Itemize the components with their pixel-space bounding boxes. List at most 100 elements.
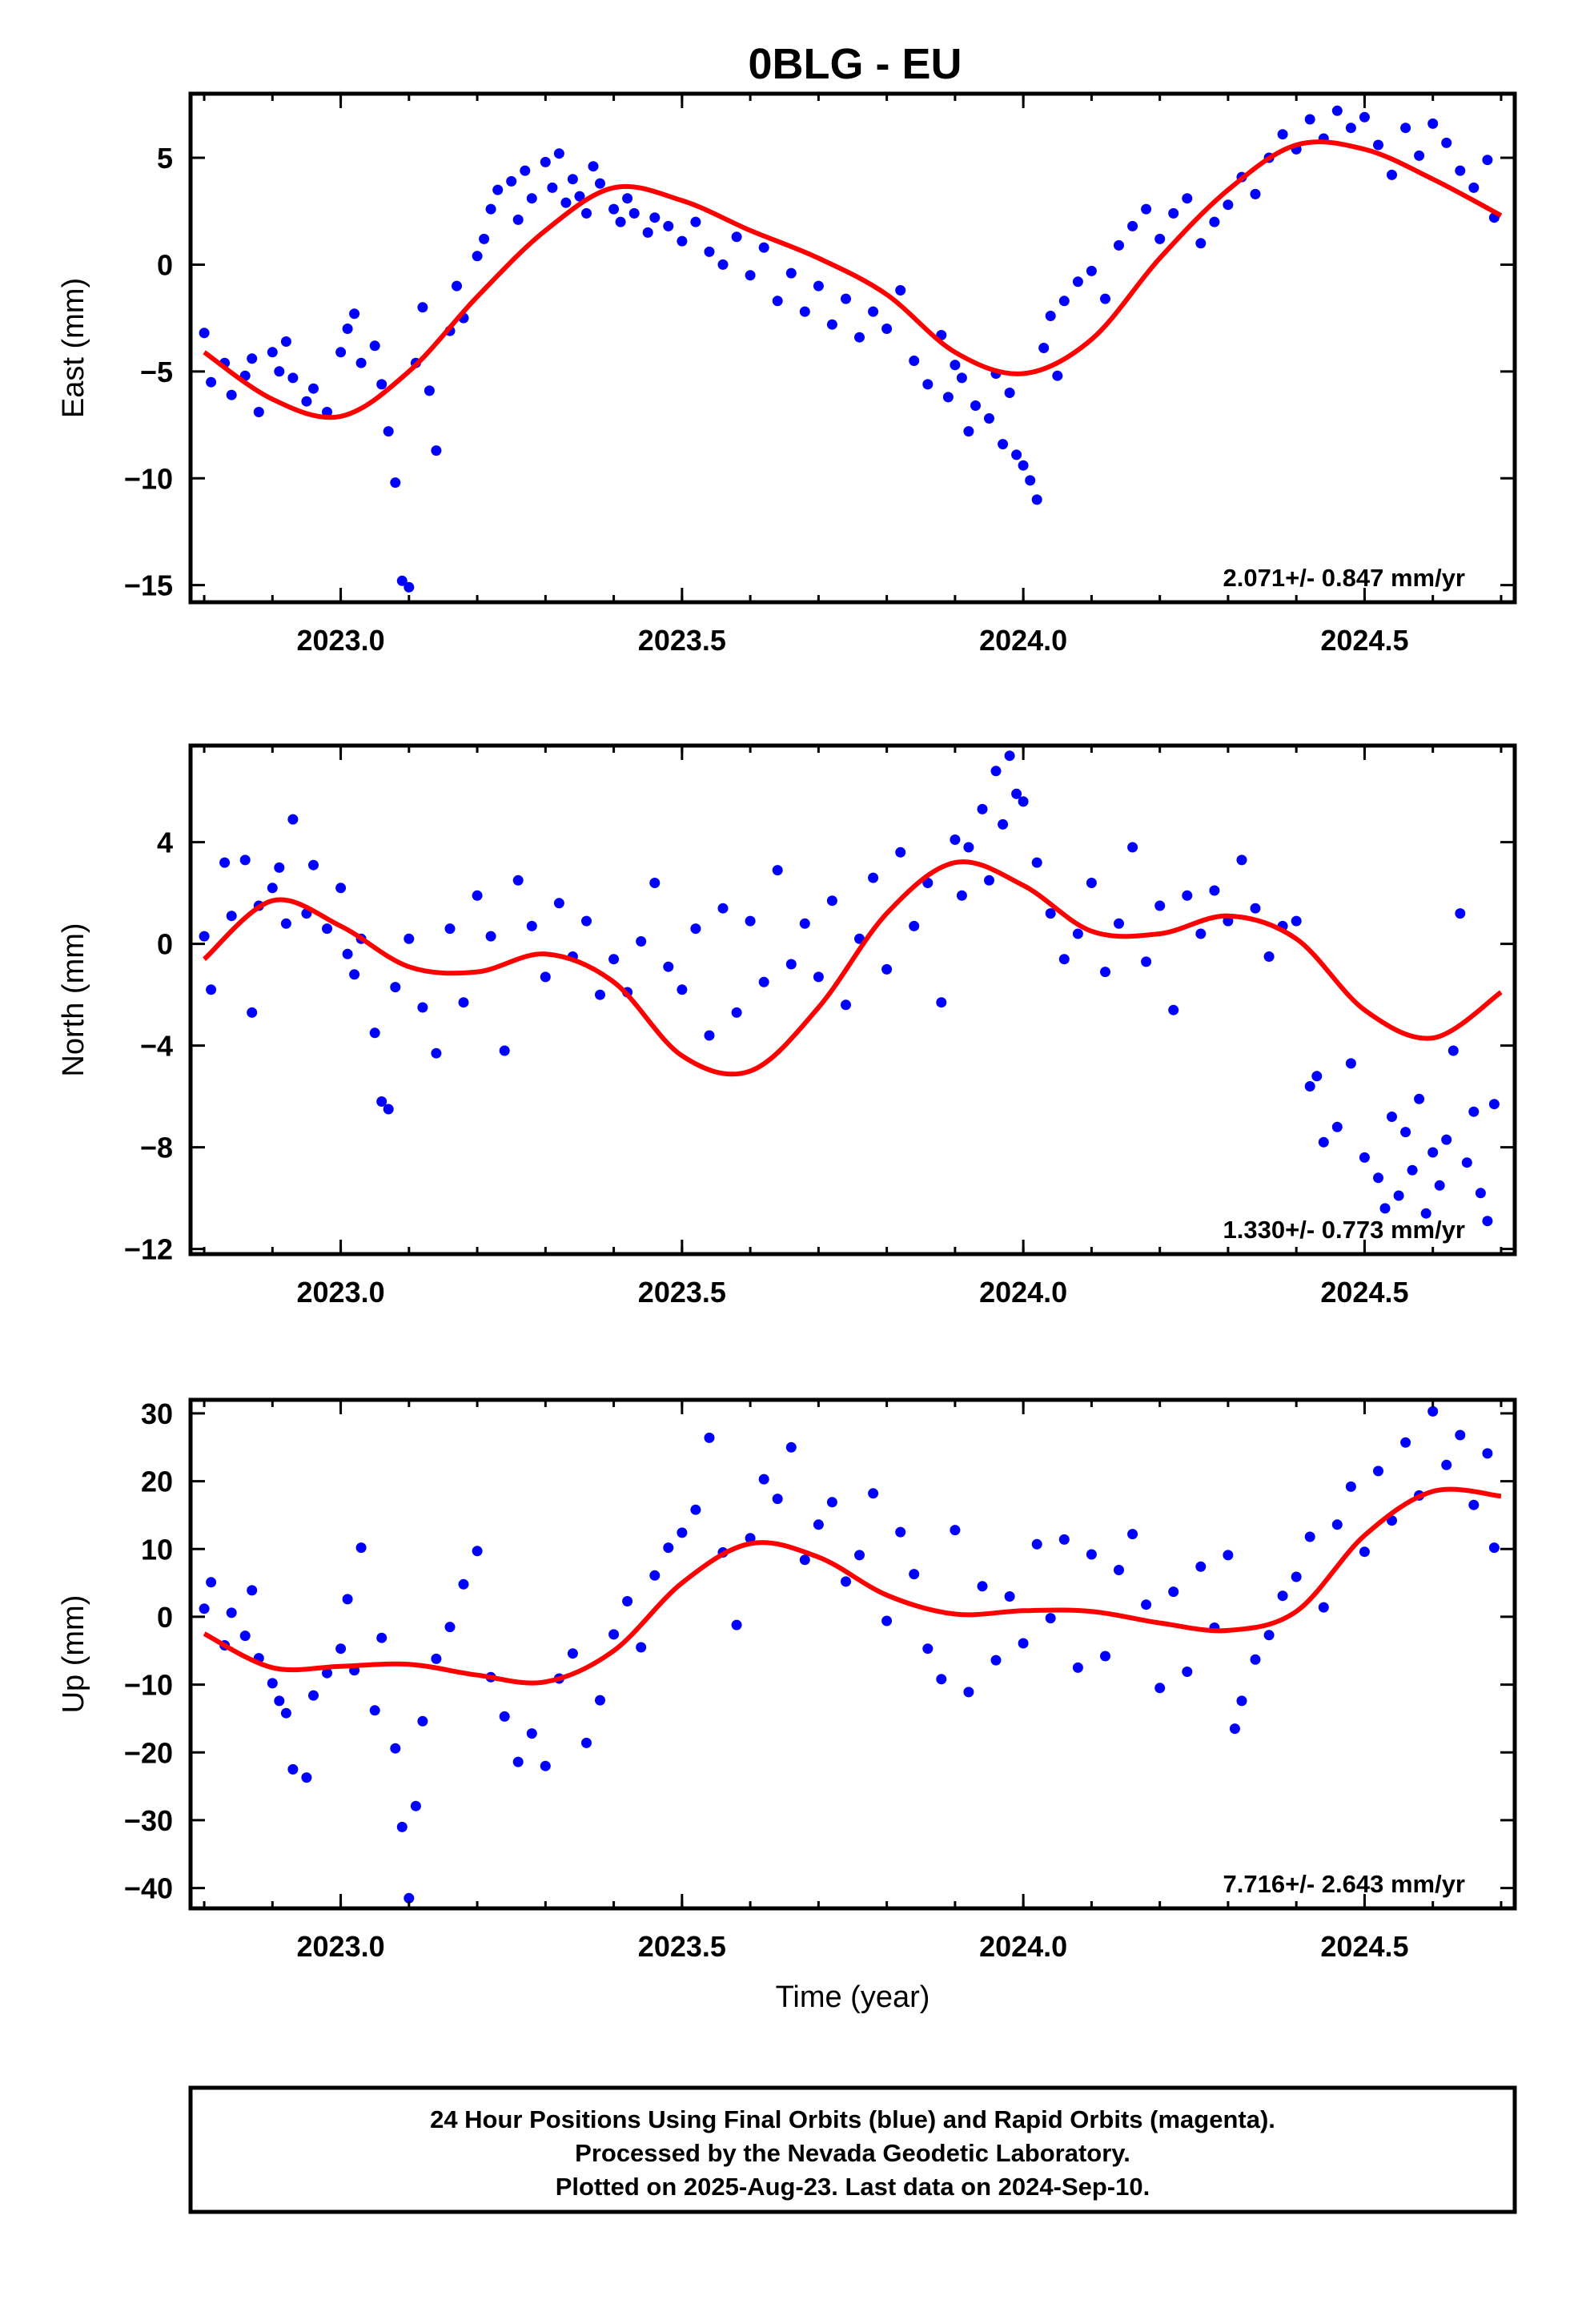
up-data-point — [936, 1674, 947, 1685]
east-data-point — [1045, 311, 1056, 321]
up-data-point — [649, 1570, 661, 1581]
up-data-point — [239, 1630, 251, 1642]
up-data-point — [369, 1705, 380, 1716]
east-data-point — [1182, 193, 1193, 204]
up-data-point — [444, 1622, 456, 1633]
north-data-point — [826, 895, 837, 907]
north-data-point — [199, 931, 210, 942]
north-data-point — [1291, 915, 1302, 927]
up-data-point — [854, 1550, 865, 1561]
north-data-point — [1311, 1071, 1323, 1082]
east-data-point — [1250, 188, 1261, 199]
up-data-point — [1400, 1437, 1411, 1448]
up-y-tick-label: 30 — [141, 1397, 173, 1430]
north-data-point — [881, 963, 893, 975]
east-data-point — [963, 426, 974, 437]
up-data-point — [1468, 1499, 1480, 1510]
east-data-point — [335, 347, 347, 358]
east-data-point — [731, 231, 742, 243]
east-data-point — [431, 445, 442, 456]
up-data-point — [1427, 1405, 1439, 1417]
north-data-point — [895, 846, 906, 858]
north-data-point — [950, 834, 961, 845]
up-data-point — [813, 1519, 824, 1530]
east-data-point — [956, 372, 967, 384]
north-data-point — [649, 878, 661, 888]
up-data-point — [342, 1594, 353, 1605]
north-data-point — [1468, 1106, 1480, 1117]
up-data-point — [1331, 1519, 1343, 1530]
up-data-point — [868, 1488, 879, 1499]
east-x-tick-label: 2023.5 — [638, 624, 726, 657]
east-data-point — [574, 191, 585, 202]
east-data-point — [526, 193, 537, 204]
up-data-point — [731, 1619, 742, 1630]
north-data-point — [335, 883, 347, 894]
north-data-point — [772, 865, 783, 876]
north-data-point — [1154, 900, 1166, 911]
north-data-point — [1263, 951, 1275, 962]
east-data-point — [206, 376, 217, 388]
north-data-point — [499, 1045, 510, 1056]
east-data-point — [1441, 137, 1452, 148]
east-data-point — [1373, 139, 1383, 151]
east-data-point — [287, 372, 299, 384]
north-data-point — [226, 911, 237, 922]
up-data-point — [1488, 1542, 1500, 1554]
up-x-tick-label: 2024.5 — [1320, 1930, 1408, 1963]
north-data-point — [581, 915, 592, 927]
up-data-point — [1359, 1546, 1370, 1558]
east-data-point — [895, 285, 906, 296]
east-data-point — [506, 175, 517, 187]
east-data-point — [1455, 165, 1466, 176]
north-data-point — [1379, 1203, 1391, 1214]
figure-title: 0BLG - EU — [748, 40, 962, 88]
east-y-tick-label: −5 — [140, 356, 173, 388]
east-data-point — [1141, 203, 1152, 215]
east-data-point — [1072, 276, 1083, 287]
up-data-point — [1141, 1599, 1152, 1610]
east-data-point — [1304, 114, 1315, 125]
east-data-point — [199, 328, 210, 339]
up-data-point — [608, 1629, 620, 1640]
up-data-point — [1250, 1654, 1261, 1665]
east-data-point — [758, 242, 769, 253]
north-data-point — [1427, 1147, 1439, 1158]
east-data-point — [588, 161, 599, 172]
north-data-point — [485, 931, 496, 942]
north-data-point — [1031, 857, 1042, 868]
north-data-point — [458, 997, 469, 1008]
up-data-point — [335, 1643, 347, 1655]
east-panel: 2023.0 2023.5 2024.0 2024.5 −15 −10 −5 0 5 East (… — [57, 91, 1517, 657]
up-data-point — [1455, 1429, 1466, 1441]
east-data-point — [1168, 207, 1179, 219]
east-data-point — [1414, 150, 1425, 161]
east-data-point — [355, 357, 367, 368]
east-x-tick-label: 2024.0 — [979, 624, 1067, 657]
east-data-point — [922, 379, 934, 390]
up-data-point — [895, 1526, 906, 1538]
north-data-point — [267, 883, 278, 894]
north-data-point — [322, 923, 332, 935]
east-data-point — [396, 575, 408, 586]
up-data-point — [280, 1707, 291, 1719]
up-y-axis-label: Up (mm) — [57, 1595, 90, 1714]
north-data-point — [1447, 1045, 1459, 1056]
east-data-point — [826, 319, 837, 330]
north-y-axis-label: North (mm) — [57, 923, 90, 1076]
east-y-tick-label: 0 — [157, 248, 173, 281]
east-y-tick-label: 5 — [157, 142, 173, 175]
east-data-point — [772, 296, 783, 307]
east-velocity-label: 2.071+/- 0.847 mm/yr — [1223, 564, 1465, 592]
north-data-point — [758, 976, 769, 987]
east-data-point — [854, 332, 865, 343]
north-data-point — [526, 920, 537, 931]
up-plot-frame — [188, 1397, 1517, 1911]
up-data-point — [799, 1554, 810, 1566]
east-data-point — [540, 156, 551, 167]
north-data-point — [963, 842, 974, 853]
north-data-point — [383, 1104, 394, 1115]
east-data-point — [390, 477, 401, 489]
north-data-point — [1393, 1190, 1404, 1201]
north-x-tick-label: 2023.5 — [638, 1276, 726, 1309]
